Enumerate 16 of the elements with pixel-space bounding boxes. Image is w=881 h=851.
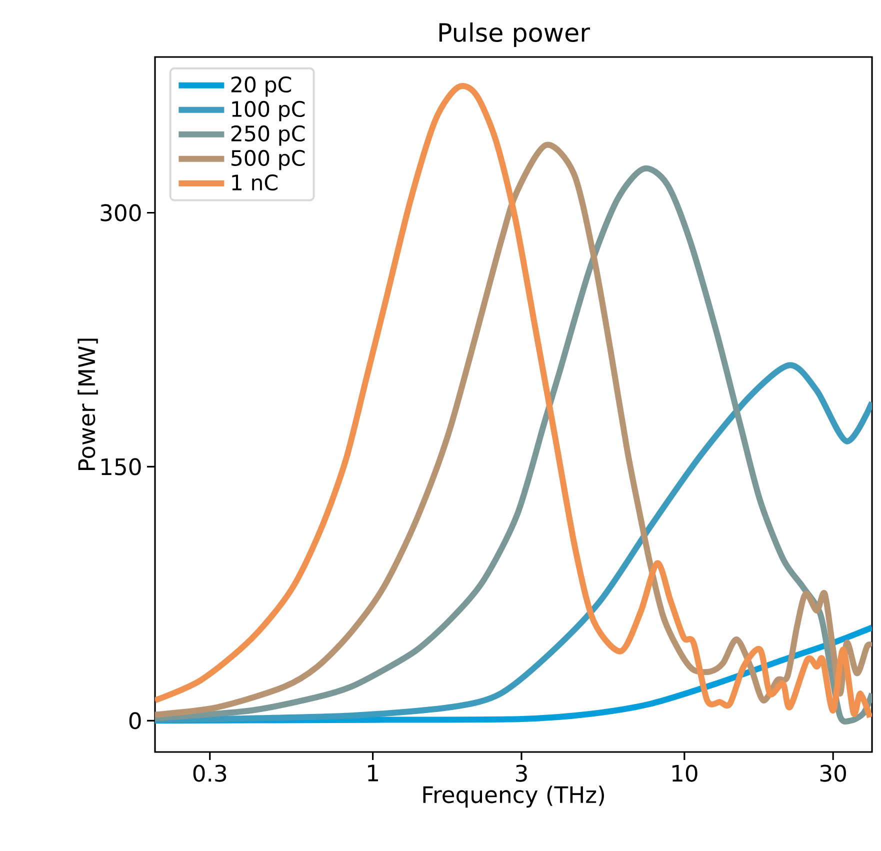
legend-label: 500 pC xyxy=(232,150,305,170)
x-tick-label: 1 xyxy=(368,764,378,782)
legend-label: 250 pC xyxy=(231,125,305,146)
chart-title: Pulse power xyxy=(439,22,590,47)
legend-label: 100 pC xyxy=(232,100,305,122)
x-axis-title: Frequency (THz) xyxy=(423,786,604,808)
y-tick-label: 150 xyxy=(102,458,141,476)
y-tick-label: 300 xyxy=(100,204,141,222)
legend-label: 1 nC xyxy=(232,174,278,191)
legend-label: 20 pC xyxy=(231,76,292,97)
x-tick-label: 3 xyxy=(516,764,527,782)
y-axis-title: Power [MW] xyxy=(78,338,98,470)
x-tick-label: 10 xyxy=(672,764,698,782)
y-tick-label: 0 xyxy=(129,712,141,730)
x-tick-label: 30 xyxy=(820,764,846,782)
x-tick-label: 0.3 xyxy=(193,764,226,782)
